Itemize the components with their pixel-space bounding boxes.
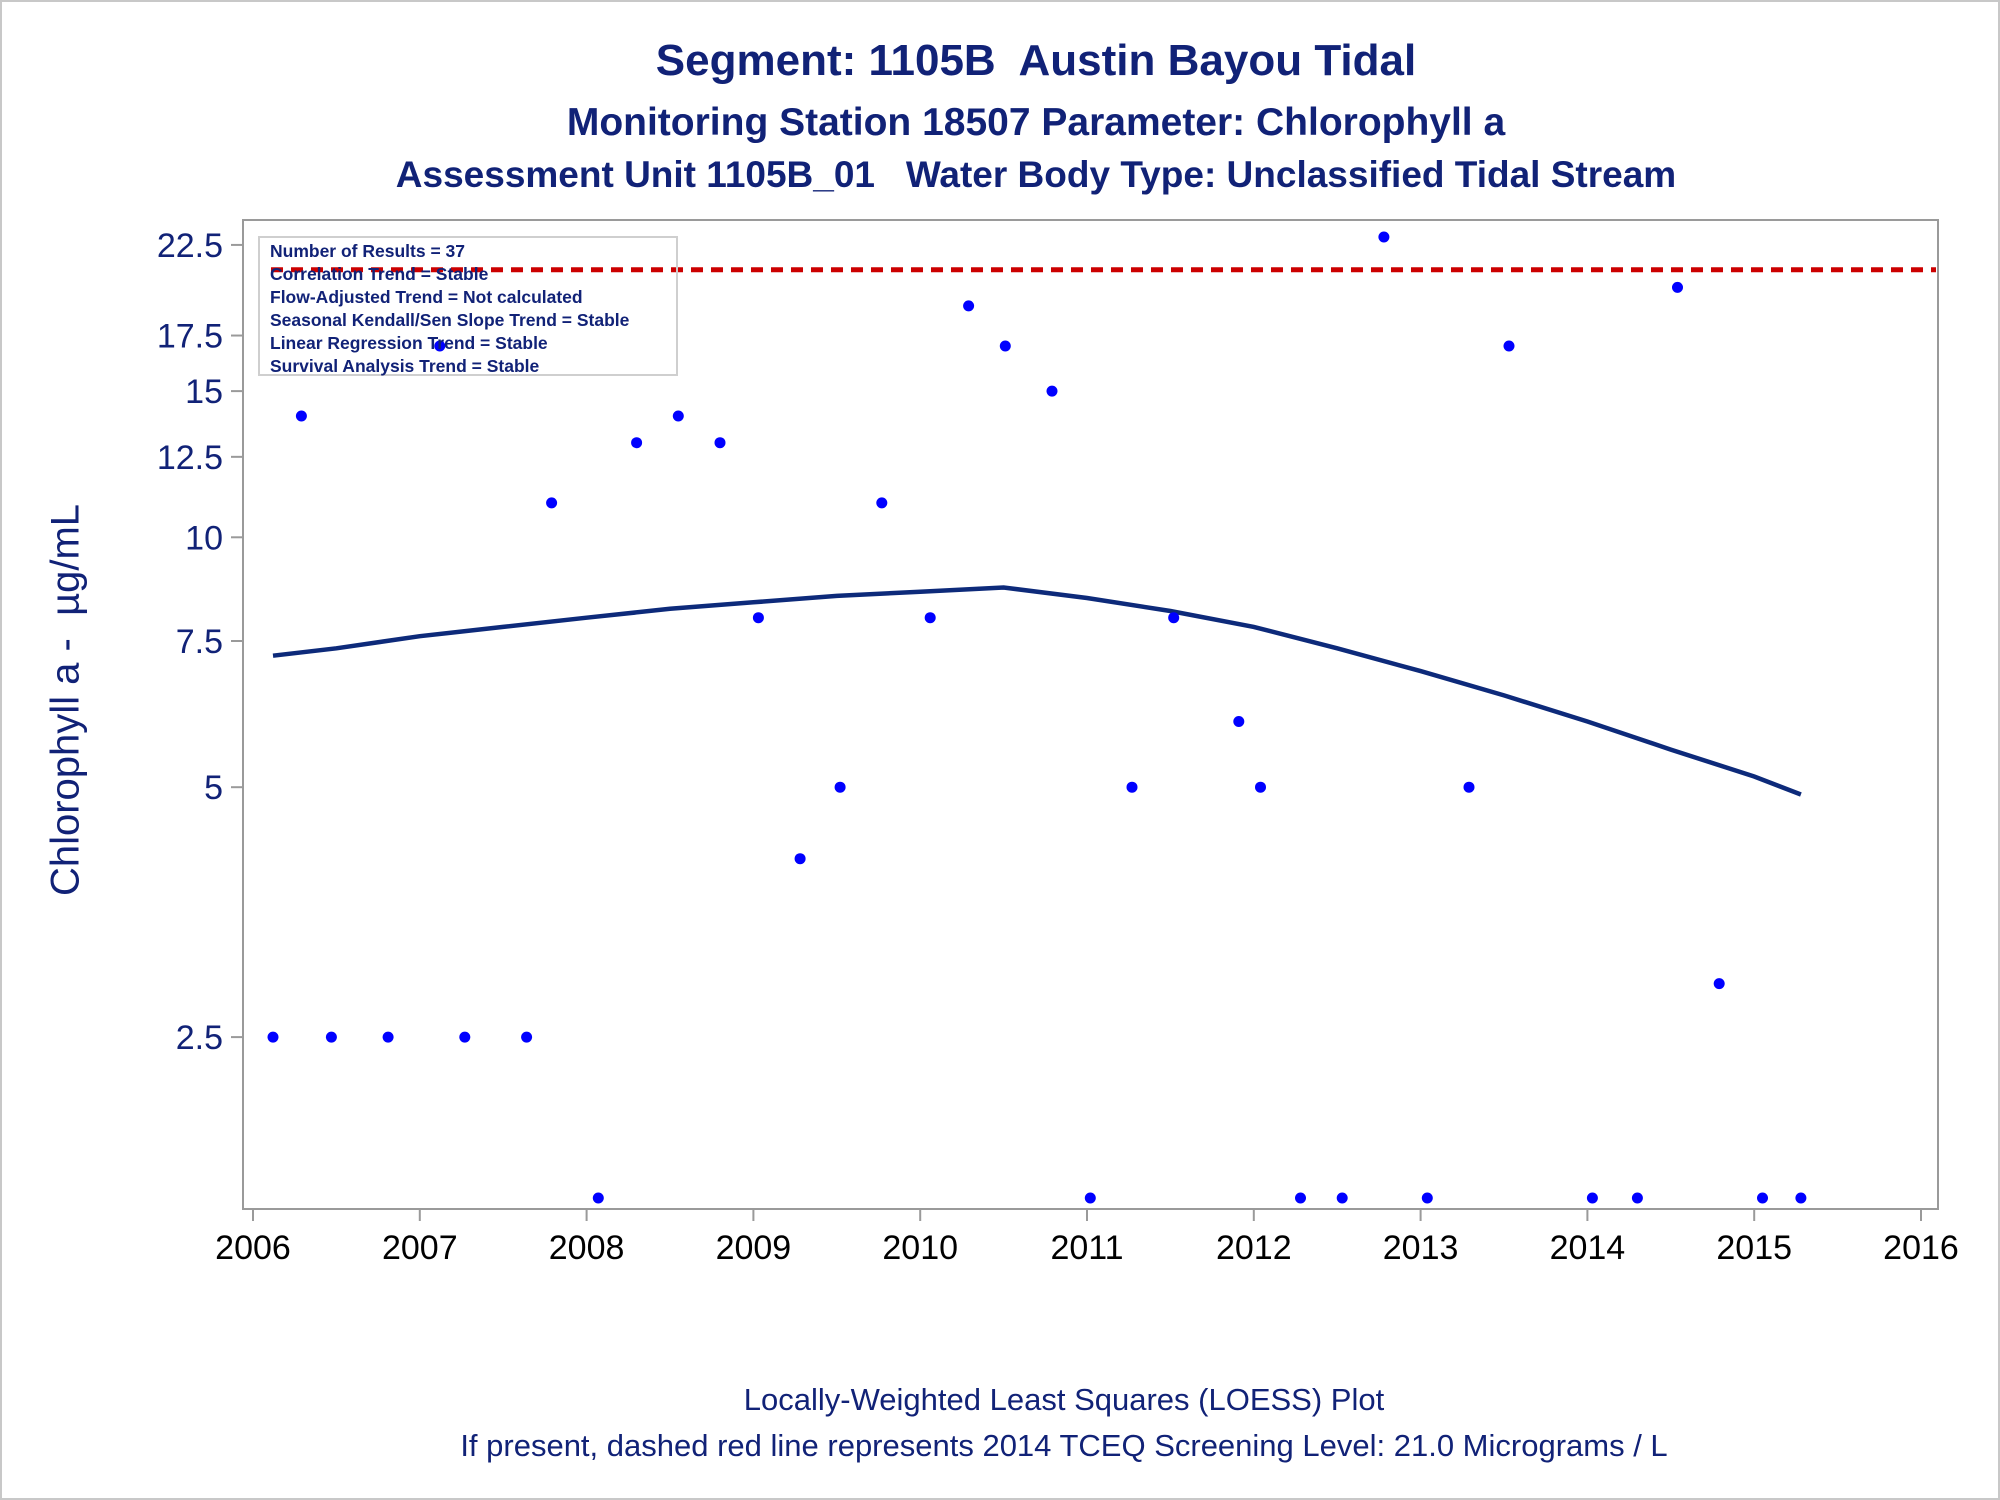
x-tick-label: 2015 — [1716, 1229, 1792, 1267]
data-point — [521, 1031, 533, 1043]
stats-line: Linear Regression Trend = Stable — [270, 333, 548, 353]
data-point — [1795, 1192, 1807, 1204]
x-tick-label: 2011 — [1050, 1229, 1123, 1267]
footnote-loess: Locally-Weighted Least Squares (LOESS) P… — [743, 1382, 1385, 1417]
data-point — [1463, 781, 1475, 793]
data-point — [459, 1031, 471, 1043]
x-tick-label: 2013 — [1383, 1229, 1459, 1267]
data-point — [834, 781, 846, 793]
y-tick-label: 7.5 — [176, 623, 223, 661]
data-point — [672, 410, 684, 422]
data-point — [1295, 1192, 1306, 1204]
y-tick-label: 12.5 — [157, 439, 223, 477]
stats-line: Correlation Trend = Stable — [270, 264, 489, 284]
stats-line: Number of Results = 37 — [270, 241, 465, 261]
data-point — [794, 853, 806, 865]
data-point — [1084, 1192, 1096, 1204]
data-point — [876, 497, 888, 509]
data-point — [1421, 1192, 1433, 1204]
x-tick-label: 2016 — [1883, 1229, 1959, 1267]
data-point — [267, 1031, 279, 1043]
x-tick-label: 2009 — [716, 1229, 792, 1267]
data-point — [295, 410, 307, 422]
y-tick-label: 17.5 — [157, 318, 223, 356]
chart-title: Segment: 1105B Austin Bayou Tidal — [655, 36, 1417, 85]
x-tick-label: 2007 — [382, 1229, 458, 1267]
data-point — [1126, 781, 1138, 793]
y-axis-label: Chlorophyll a - µg/mL — [43, 503, 88, 897]
x-tick-label: 2012 — [1216, 1229, 1292, 1267]
data-point — [714, 437, 726, 449]
data-point — [546, 497, 558, 509]
data-point — [1168, 612, 1180, 624]
data-point — [999, 340, 1011, 352]
x-tick-label: 2010 — [882, 1229, 958, 1267]
y-tick-label: 22.5 — [157, 227, 223, 265]
data-point — [1586, 1192, 1598, 1204]
data-point — [1233, 716, 1245, 727]
data-point — [1503, 340, 1515, 352]
x-tick-label: 2008 — [549, 1229, 625, 1267]
data-point — [631, 437, 643, 449]
loess-curve — [272, 585, 1802, 797]
data-point — [434, 340, 446, 352]
data-point — [1255, 781, 1266, 793]
data-point — [924, 612, 936, 624]
y-tick-label: 5 — [204, 769, 223, 807]
data-point — [382, 1031, 394, 1043]
stats-line: Seasonal Kendall/Sen Slope Trend = Stabl… — [270, 310, 630, 330]
y-tick-label: 15 — [185, 373, 223, 411]
data-point — [592, 1192, 604, 1204]
stats-line: Survival Analysis Trend = Stable — [270, 356, 540, 376]
y-tick-label: 10 — [185, 519, 223, 557]
data-point — [752, 612, 764, 624]
data-point — [1713, 978, 1725, 990]
stats-line: Flow-Adjusted Trend = Not calculated — [270, 287, 583, 307]
trend-stats-box: Number of Results = 37 Correlation Trend… — [258, 236, 678, 376]
data-point — [1378, 231, 1390, 243]
footnote-screening-level: If present, dashed red line represents 2… — [460, 1428, 1668, 1463]
x-tick-label: 2014 — [1550, 1229, 1626, 1267]
chart-subtitle: Monitoring Station 18507 Parameter: Chlo… — [566, 101, 1506, 144]
data-point — [963, 300, 975, 312]
data-point — [1757, 1192, 1768, 1204]
data-point — [325, 1031, 337, 1043]
data-point — [1046, 385, 1058, 397]
plot-area — [242, 219, 1939, 1210]
chart-subtitle-2: Assessment Unit 1105B_01 Water Body Type… — [395, 154, 1677, 195]
y-tick-label: 2.5 — [176, 1019, 223, 1057]
data-point — [1631, 1192, 1643, 1204]
data-point — [1672, 281, 1683, 293]
data-point — [1336, 1192, 1348, 1204]
x-tick-label: 2006 — [215, 1229, 291, 1267]
